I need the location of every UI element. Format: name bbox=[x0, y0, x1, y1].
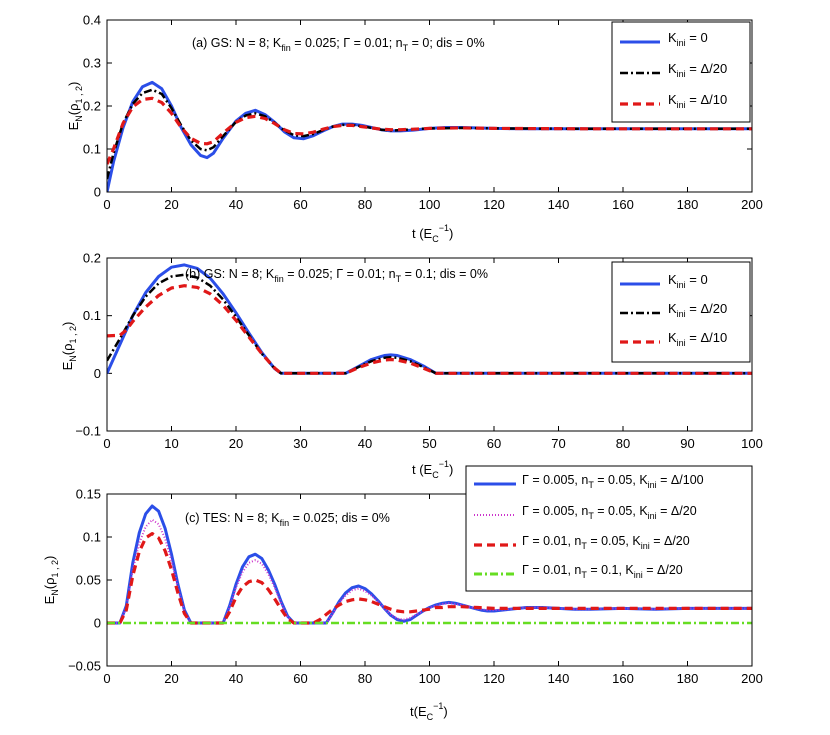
panel-c-xtick-label: 120 bbox=[483, 671, 505, 686]
panel-b-xtick-label: 70 bbox=[551, 436, 565, 451]
panel-c-legend-box bbox=[465, 465, 753, 592]
panel-a-xtick-label: 40 bbox=[229, 197, 243, 212]
panel-c-xtick-label: 160 bbox=[612, 671, 634, 686]
panel-b-ytick-label: 0.1 bbox=[83, 308, 101, 323]
panel-c-xtick-label: 20 bbox=[164, 671, 178, 686]
panel-a-ticks: 0 20 40 60 80 100 120 140 160 180 200 0 0.1 0.2 0.3 0.4 bbox=[83, 13, 763, 213]
panel-c-xtick-label: 40 bbox=[229, 671, 243, 686]
panel-c-xtick-label: 200 bbox=[741, 671, 763, 686]
panel-c-xtick-label: 180 bbox=[677, 671, 699, 686]
panel-c-legend: Γ = 0.005, nT = 0.05, Kini = Δ/100 Γ = 0… bbox=[465, 465, 753, 592]
panel-b-xtick-label: 0 bbox=[103, 436, 110, 451]
panel-b-ytick-label: 0.2 bbox=[83, 251, 101, 266]
panel-b-series-line-3 bbox=[107, 284, 752, 375]
panel-c-xtick-label: 140 bbox=[548, 671, 570, 686]
panel-a-ytick-label: 0 bbox=[94, 185, 101, 200]
panel-c-series bbox=[107, 504, 752, 625]
panel-a-ytick-label: 0.3 bbox=[83, 56, 101, 71]
panel-b-xtick-label: 30 bbox=[293, 436, 307, 451]
panel-c-legend-label-2: Γ = 0.005, nT = 0.05, Kini = Δ/20 bbox=[522, 504, 697, 521]
panel-a-ytick-label: 0.1 bbox=[83, 142, 101, 157]
panel-a-xtick-label: 0 bbox=[103, 197, 110, 212]
panel-c-series-line-3 bbox=[107, 532, 752, 625]
panel-a-frame bbox=[106, 19, 753, 193]
panel-a-series-line-3 bbox=[107, 96, 752, 165]
panel-c-xtick-label: 80 bbox=[358, 671, 372, 686]
panel-b-xtick-label: 10 bbox=[164, 436, 178, 451]
panel-a-ytick-label: 0.4 bbox=[83, 13, 101, 28]
panel-b-legend-label-1: Kini = 0 bbox=[668, 272, 708, 290]
panel-b-ytick-label: −0.1 bbox=[75, 424, 101, 439]
panel-b-xtick-label: 40 bbox=[358, 436, 372, 451]
panel-a-xtick-label: 140 bbox=[548, 197, 570, 212]
panel-b-annotation: (b) GS: N = 8; Kfin = 0.025; Γ = 0.01; n… bbox=[185, 267, 488, 284]
panel-c-ylabel: EN(ρ1 , 2) bbox=[42, 556, 60, 605]
panel-c-ytick-label: 0 bbox=[94, 616, 101, 631]
panel-b-ticks: 0 10 20 30 40 50 60 70 80 90 100−0.100.10.2 bbox=[75, 251, 763, 452]
panel-c-ytick-label: −0.05 bbox=[68, 659, 101, 674]
panel-c-legend-label-4: Γ = 0.01, nT = 0.1, Kini = Δ/20 bbox=[522, 563, 683, 580]
panel-a-xtick-label: 200 bbox=[741, 197, 763, 212]
panel-b-xtick-label: 100 bbox=[741, 436, 763, 451]
panel-c-ytick-label: 0.05 bbox=[76, 573, 101, 588]
panel-a-ytick-label: 0.2 bbox=[83, 99, 101, 114]
panel-a-legend: Kini = 0 Kini = Δ/20 Kini = Δ/10 bbox=[611, 21, 751, 123]
panel-b-xtick-label: 60 bbox=[487, 436, 501, 451]
panel-b: 0 10 20 30 40 50 60 70 80 90 100−0.100.10.2 (b) GS… bbox=[60, 251, 763, 481]
panel-a-xtick-label: 20 bbox=[164, 197, 178, 212]
panel-a-xtick-label: 180 bbox=[677, 197, 699, 212]
panel-c-xtick-label: 100 bbox=[419, 671, 441, 686]
panel-a: 0 20 40 60 80 100 120 140 160 180 200 0 0.1 0.2 0.3 0.4… bbox=[66, 13, 763, 245]
panel-c-legend-label-1: Γ = 0.005, nT = 0.05, Kini = Δ/100 bbox=[522, 473, 704, 490]
panel-b-xlabel: t (EC−1) bbox=[412, 459, 453, 480]
panel-c-annotation: (c) TES: N = 8; Kfin = 0.025; dis = 0% bbox=[185, 511, 390, 528]
panel-c-ytick-label: 0.15 bbox=[76, 487, 101, 502]
panel-b-legend-box bbox=[611, 261, 751, 363]
panel-b-ylabel: EN(ρ1 , 2) bbox=[60, 322, 78, 371]
panel-b-legend: Kini = 0 Kini = Δ/20 Kini = Δ/10 bbox=[611, 261, 751, 363]
panel-c: 0 20 40 60 80 100 120 140 160 180 200−0.0500.050.1… bbox=[42, 465, 763, 722]
panel-c-xtick-label: 0 bbox=[103, 671, 110, 686]
panel-a-xlabel: t (EC−1) bbox=[412, 223, 453, 244]
panel-a-annotation: (a) GS: N = 8; Kfin = 0.025; Γ = 0.01; n… bbox=[192, 36, 485, 53]
panel-c-ytick-label: 0.1 bbox=[83, 530, 101, 545]
panel-b-xtick-label: 50 bbox=[422, 436, 436, 451]
panel-b-xtick-label: 20 bbox=[229, 436, 243, 451]
panel-a-ylabel: EN(ρ1 , 2) bbox=[66, 82, 84, 131]
panel-b-xtick-label: 90 bbox=[680, 436, 694, 451]
panel-b-ytick-label: 0 bbox=[94, 366, 101, 381]
panel-b-xtick-label: 80 bbox=[616, 436, 630, 451]
panel-a-xtick-label: 160 bbox=[612, 197, 634, 212]
panel-a-xtick-label: 60 bbox=[293, 197, 307, 212]
panel-c-xtick-label: 60 bbox=[293, 671, 307, 686]
panel-a-series bbox=[107, 80, 752, 192]
panel-b-frame bbox=[106, 257, 753, 432]
panel-a-series-line-1 bbox=[107, 80, 752, 192]
panel-c-ticks: 0 20 40 60 80 100 120 140 160 180 200−0.0500.050.1… bbox=[68, 487, 763, 687]
panel-a-xtick-label: 120 bbox=[483, 197, 505, 212]
panel-c-xlabel: t(EC−1) bbox=[410, 701, 448, 722]
panel-a-xtick-label: 100 bbox=[419, 197, 441, 212]
panel-b-series bbox=[107, 263, 752, 375]
panel-a-xtick-label: 80 bbox=[358, 197, 372, 212]
